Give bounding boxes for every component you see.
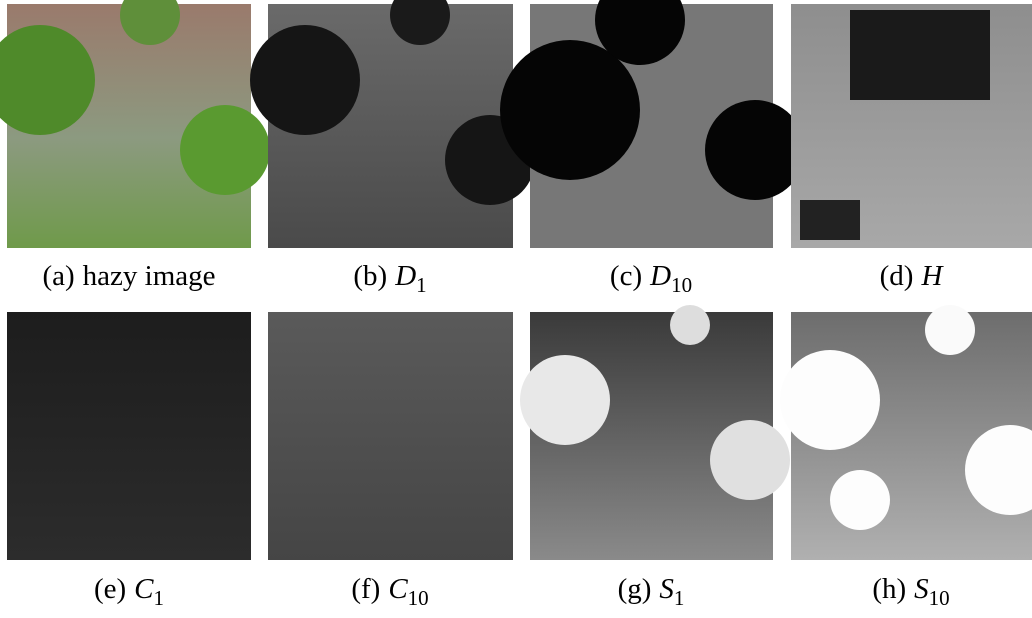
caption: (d)H [880, 260, 945, 292]
caption-label: (h) [872, 573, 906, 605]
caption-label: (g) [618, 573, 652, 605]
caption-subscript: 10 [408, 586, 429, 610]
caption-label: (b) [353, 260, 387, 292]
image-c [500, 0, 805, 248]
caption: (e)C1 [94, 573, 164, 610]
image-f [268, 312, 513, 560]
caption: (g)S1 [618, 573, 685, 610]
caption-text: hazy image [83, 260, 216, 292]
caption-subscript: 1 [416, 273, 427, 297]
image-e [7, 312, 251, 560]
caption-symbol: D [394, 260, 416, 292]
caption: (h)S10 [872, 573, 949, 610]
caption-subscript: 1 [674, 586, 685, 610]
caption-label: (a) [42, 260, 74, 292]
caption-label: (f) [351, 573, 380, 605]
caption-symbol: S [659, 573, 674, 605]
image-h [780, 305, 1032, 560]
caption: (f) C10 [351, 573, 428, 610]
caption-label: (e) [94, 573, 126, 605]
caption-subscript: 1 [154, 586, 165, 610]
caption-label: (c) [610, 260, 642, 292]
caption-subscript: 10 [929, 586, 950, 610]
caption-symbol: C [134, 573, 154, 605]
image-a [0, 0, 270, 248]
caption-symbol: S [914, 573, 929, 605]
caption-symbol: H [920, 260, 944, 292]
caption-symbol: C [388, 573, 408, 605]
caption: (b)D1 [353, 260, 426, 297]
caption: (c)D10 [610, 260, 692, 297]
image-b [250, 0, 535, 248]
figure: (a)hazy image(b)D1(c)D10(d)H(e)C1(f)C10(… [0, 0, 1032, 618]
caption-label: (d) [880, 260, 914, 292]
caption-subscript: 10 [671, 273, 692, 297]
image-g [520, 305, 790, 560]
caption: (a) hazy image [42, 260, 215, 292]
image-d [791, 4, 1032, 248]
caption-symbol: D [649, 260, 671, 292]
